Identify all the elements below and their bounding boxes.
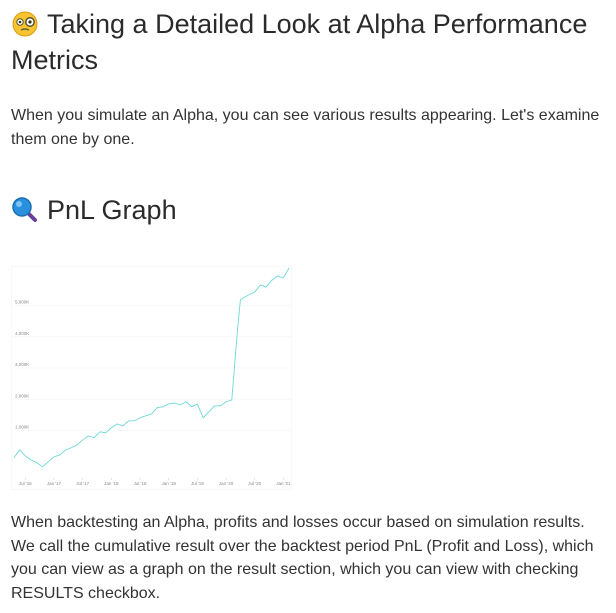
x-tick-label: Jul '18 [134, 481, 147, 486]
y-tick-label: 4,000K [15, 331, 29, 336]
body-text: When backtesting an Alpha, profits and l… [11, 514, 594, 602]
x-tick-label: Jul '17 [76, 481, 89, 486]
x-tick-label: Jan '21 [276, 481, 291, 486]
x-tick-label: Jul '19 [191, 481, 204, 486]
section-title: PnL Graph [11, 192, 177, 228]
intro-text: When you simulate an Alpha, you can see … [11, 107, 600, 148]
x-tick-label: Jul '20 [248, 481, 261, 486]
y-tick-label: 1,000K [15, 425, 29, 430]
title-text: Taking a Detailed Look at Alpha Performa… [11, 9, 588, 75]
pnl-line [13, 267, 290, 468]
y-tick-label: 3,000K [15, 362, 29, 367]
x-tick-label: Jan '18 [104, 481, 119, 486]
face-icon [12, 11, 38, 37]
section-text: PnL Graph [47, 195, 177, 225]
y-tick-label: 5,000K [15, 300, 29, 305]
page-title: Taking a Detailed Look at Alpha Performa… [11, 6, 611, 78]
x-tick-label: Jan '19 [162, 481, 177, 486]
x-tick-label: Jan '20 [219, 481, 234, 486]
magnifier-icon [12, 197, 37, 222]
chart-background [11, 266, 292, 490]
pnl-chart: 1,000K 2,000K 3,000K 4,000K 5,000K Jul '16 Jan… [11, 266, 292, 490]
x-tick-label: Jul '16 [19, 481, 32, 486]
x-tick-label: Jan '17 [47, 481, 62, 486]
y-tick-label: 2,000K [15, 393, 29, 398]
